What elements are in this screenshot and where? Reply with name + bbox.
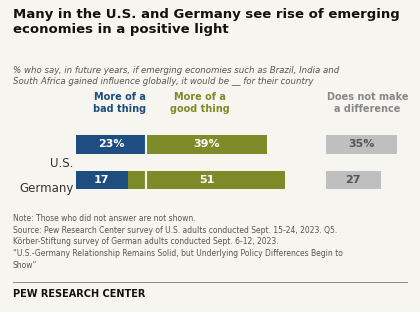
Text: Does not make
a difference: Does not make a difference [327, 92, 408, 114]
Text: 51: 51 [199, 175, 214, 185]
Text: PEW RESEARCH CENTER: PEW RESEARCH CENTER [13, 289, 145, 299]
Text: More of a
good thing: More of a good thing [170, 92, 229, 114]
Text: 17: 17 [94, 175, 110, 185]
Bar [147, 135, 267, 154]
Bar [326, 135, 397, 154]
Bar [326, 171, 381, 189]
Bar [76, 171, 128, 189]
Bar [128, 171, 285, 189]
Text: Many in the U.S. and Germany see rise of emerging
economies in a positive light: Many in the U.S. and Germany see rise of… [13, 8, 399, 36]
Text: 35%: 35% [348, 139, 375, 149]
Text: Note: Those who did not answer are not shown.
Source: Pew Research Center survey: Note: Those who did not answer are not s… [13, 214, 342, 270]
Text: More of a
bad thing: More of a bad thing [93, 92, 146, 114]
Text: Germany: Germany [19, 182, 74, 195]
Text: 39%: 39% [193, 139, 220, 149]
Text: 27: 27 [345, 175, 361, 185]
Text: U.S.: U.S. [50, 157, 74, 170]
Bar [76, 135, 147, 154]
Text: 23%: 23% [98, 139, 124, 149]
Text: % who say, in future years, if emerging economies such as Brazil, India and
Sout: % who say, in future years, if emerging … [13, 66, 339, 85]
